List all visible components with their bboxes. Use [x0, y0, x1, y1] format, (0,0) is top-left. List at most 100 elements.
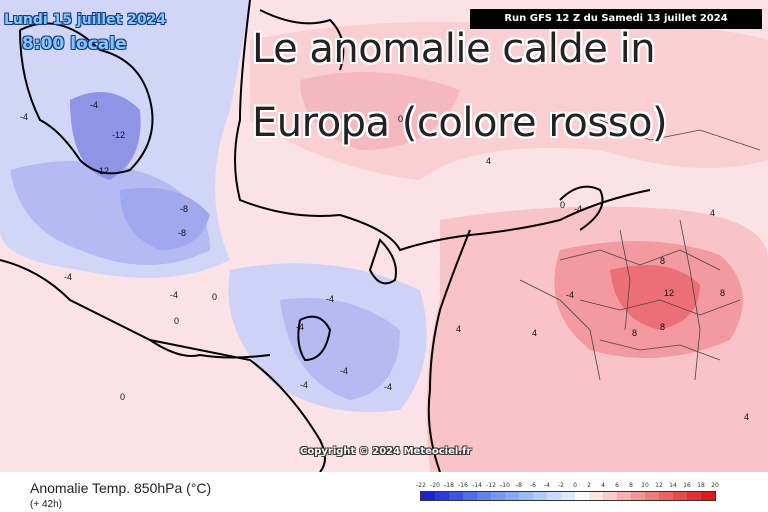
scale-label: 12 — [655, 482, 663, 489]
parameter-title: Anomalie Temp. 850hPa (°C) — [30, 480, 212, 496]
uk-coast — [297, 315, 332, 362]
isoline-label: 4 — [486, 156, 491, 166]
scale-cell — [575, 492, 589, 500]
overlay-caption-line1: Le anomalie calde in — [252, 26, 656, 72]
isoline-label: -4 — [296, 322, 304, 332]
isoline-label: -4 — [574, 204, 582, 214]
forecast-date: Lundi 15 juillet 2024 — [4, 12, 167, 28]
scale-label: -8 — [516, 482, 522, 489]
scale-cell — [449, 492, 463, 500]
lead-time: (+ 42h) — [30, 499, 62, 510]
border-4 — [619, 229, 631, 331]
scale-label: -12 — [486, 482, 496, 489]
scale-label: 0 — [573, 482, 577, 489]
scale-label: 18 — [697, 482, 705, 489]
scale-cell — [463, 492, 477, 500]
scale-label: -14 — [472, 482, 482, 489]
scale-cell — [673, 492, 687, 500]
isoline-label: 12 — [664, 288, 674, 298]
scale-cell — [659, 492, 673, 500]
scale-label: 10 — [641, 482, 649, 489]
scale-cell — [631, 492, 645, 500]
scale-label: -16 — [458, 482, 468, 489]
scale-label: -20 — [430, 482, 440, 489]
isoline-label: 4 — [456, 324, 461, 334]
scale-label: -6 — [530, 482, 536, 489]
greenland-coast — [19, 22, 154, 175]
isoline-label: 4 — [744, 412, 749, 422]
svalbard-coast — [259, 9, 345, 71]
overlay-caption-line2: Europa (colore rosso) — [252, 100, 668, 146]
scale-cell — [477, 492, 491, 500]
scale-cell — [603, 492, 617, 500]
border-7 — [599, 119, 761, 151]
isoline-label: 8 — [660, 256, 665, 266]
isoline-label: -4 — [64, 272, 72, 282]
scale-cell — [617, 492, 631, 500]
copyright-text: Copyright © 2024 Meteociel.fr — [300, 446, 472, 457]
scale-bar — [420, 491, 716, 501]
country-borders — [519, 119, 761, 381]
isoline-label: -4 — [326, 294, 334, 304]
scale-label: -2 — [558, 482, 564, 489]
model-run-info: Run GFS 12 Z du Samedi 13 juillet 2024 — [470, 9, 762, 29]
isoline-label: 0 — [174, 316, 179, 326]
scale-cell — [519, 492, 533, 500]
cold-zone-britain-core — [280, 298, 400, 400]
isoline-label: -12 — [96, 166, 109, 176]
scale-label: -4 — [544, 482, 550, 489]
isoline-label: -12 — [112, 130, 125, 140]
scale-cell — [505, 492, 519, 500]
scale-cell — [547, 492, 561, 500]
scale-cell — [687, 492, 701, 500]
norway-coast — [368, 238, 397, 285]
scale-cell — [421, 492, 435, 500]
isoline-label: -8 — [180, 204, 188, 214]
legend-footer: Anomalie Temp. 850hPa (°C) (+ 42h) -22 -2… — [0, 472, 768, 512]
scandinavia-coast — [427, 229, 471, 472]
cold-zone-greenland — [70, 92, 141, 180]
map-canvas: -12 -12 -8 -8 -4 -4 -4 -4 -4 -4 -4 -4 -4… — [0, 0, 768, 472]
scale-cell — [645, 492, 659, 500]
scale-cell — [589, 492, 603, 500]
scale-label: 16 — [683, 482, 691, 489]
scale-cell — [533, 492, 547, 500]
finland-coast — [559, 185, 604, 231]
isoline-label: -4 — [170, 290, 178, 300]
border-5 — [679, 219, 701, 381]
scale-label: 6 — [615, 482, 619, 489]
cold-zone-sea — [120, 187, 210, 250]
isoline-label: -4 — [566, 290, 574, 300]
canada-coast — [0, 259, 326, 472]
coastlines — [0, 0, 651, 472]
isoline-label: -4 — [340, 366, 348, 376]
scale-label: 14 — [669, 482, 677, 489]
isoline-label: -4 — [384, 382, 392, 392]
scale-label: 8 — [629, 482, 633, 489]
isoline-label: 4 — [532, 328, 537, 338]
scale-label: 2 — [587, 482, 591, 489]
scale-cell — [491, 492, 505, 500]
scale-cell — [701, 492, 715, 500]
border-2 — [579, 299, 741, 316]
scale-label: 20 — [711, 482, 719, 489]
scale-label: -22 — [416, 482, 426, 489]
isoline-label: 8 — [632, 328, 637, 338]
border-1 — [559, 249, 721, 271]
isoline-label: 0 — [560, 200, 565, 210]
isoline-labels: -12 -12 -8 -8 -4 -4 -4 -4 -4 -4 -4 -4 -4… — [20, 100, 749, 422]
arctic-coast — [234, 0, 651, 252]
isoline-label: 0 — [120, 392, 125, 402]
scale-label: -18 — [444, 482, 454, 489]
scale-cell — [561, 492, 575, 500]
border-3 — [599, 339, 721, 361]
border-6 — [519, 279, 601, 381]
forecast-time: 8:00 locale — [22, 34, 127, 54]
isoline-label: 8 — [660, 322, 665, 332]
isoline-label: -4 — [20, 112, 28, 122]
scale-label: 4 — [601, 482, 605, 489]
warm-core — [610, 265, 700, 330]
isoline-label: -4 — [90, 100, 98, 110]
isoline-label: 8 — [720, 288, 725, 298]
scale-cell — [435, 492, 449, 500]
